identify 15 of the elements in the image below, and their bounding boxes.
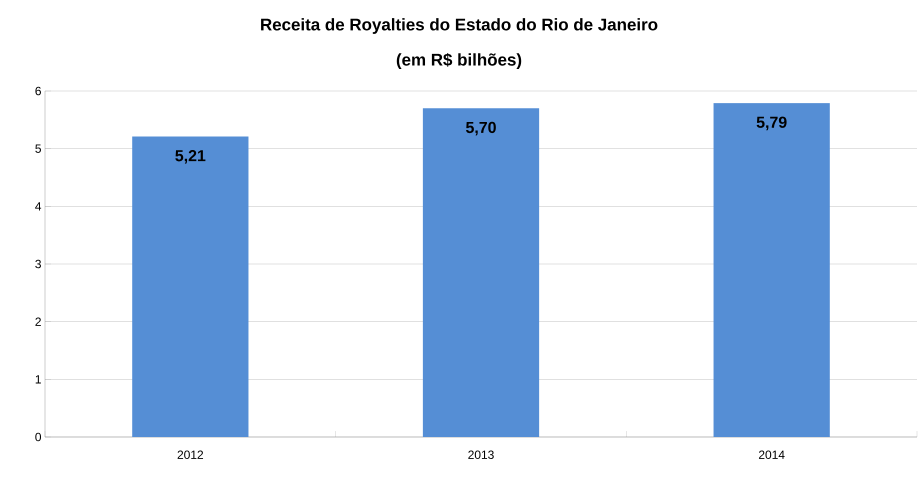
chart-title: Receita de Royalties do Estado do Rio de Janeiro — [261, 18, 658, 34]
x-tick-label: 2013 — [468, 450, 494, 459]
y-tick-label: 6 — [35, 86, 41, 96]
y-tick-label: 5 — [35, 144, 41, 153]
y-tick-label: 4 — [35, 202, 42, 210]
data-label: 5,70 — [466, 122, 496, 136]
y-tick-label: 3 — [35, 260, 41, 268]
x-tick-label: 2014 — [758, 450, 785, 459]
chart-subtitle: (em R$ bilhões) — [396, 52, 522, 70]
y-tick-label: 1 — [36, 375, 41, 384]
y-tick-label: 2 — [35, 317, 41, 326]
x-tick-label: 2012 — [178, 450, 204, 459]
data-label: 5,79 — [756, 116, 787, 130]
y-tick-label: 0 — [35, 432, 42, 442]
data-label: 5,21 — [175, 150, 206, 164]
